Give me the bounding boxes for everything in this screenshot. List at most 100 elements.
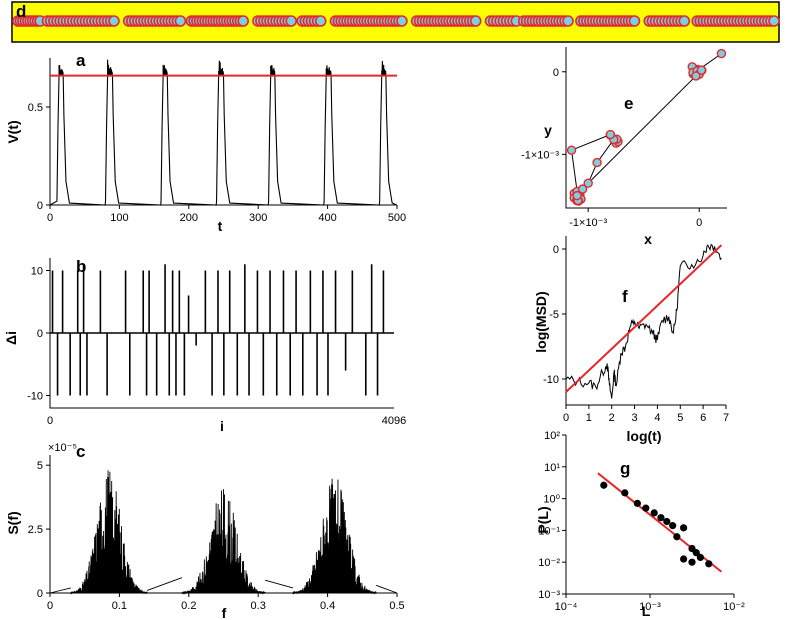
a-x-tick-label: 100 xyxy=(110,212,128,224)
g-point xyxy=(673,533,681,541)
f-x-tick-label: 3 xyxy=(632,412,638,424)
g-y-tick-label: 10⁰ xyxy=(543,494,560,506)
banner-dot xyxy=(562,15,574,27)
e-point xyxy=(583,178,593,188)
f-x-tick-label: 0 xyxy=(563,412,569,424)
g-point xyxy=(657,514,665,522)
c-x-tick-label: 0.1 xyxy=(112,600,127,612)
b-y-label: Δi xyxy=(3,331,19,345)
c-y-tick-label: 5 xyxy=(37,460,43,472)
f-x-tick-label: 4 xyxy=(654,412,660,424)
c-x-tick-label: 0.4 xyxy=(320,600,335,612)
banner-dot xyxy=(678,15,691,27)
b-y-tick-label: -10 xyxy=(27,391,43,403)
e-y-tick-label: -1×10⁻³ xyxy=(521,149,559,161)
e-point xyxy=(716,48,727,59)
c-spectrum-lobe xyxy=(292,478,377,595)
banner-dot xyxy=(768,15,780,27)
panel-label-f: f xyxy=(622,287,628,306)
b-y-tick-label: 0 xyxy=(37,328,43,340)
c-y-label: S(f) xyxy=(5,511,21,534)
panel-b: 10 0 -10 0 4096 b i Δi xyxy=(3,257,406,434)
e-point xyxy=(696,65,707,75)
e-x-label: x xyxy=(644,231,652,247)
e-x-tick-label: 0 xyxy=(696,217,702,229)
a-x-label: t xyxy=(218,218,223,234)
f-x-tick-label: 1 xyxy=(586,412,592,424)
g-point xyxy=(669,522,677,530)
banner-dot xyxy=(396,15,408,27)
f-x-tick-label: 7 xyxy=(723,412,729,424)
g-point xyxy=(663,517,671,526)
banner-dots xyxy=(12,15,780,27)
e-point xyxy=(566,145,577,155)
banner-dot xyxy=(285,15,297,27)
panel-f: 0 1 2 3 4 5 6 7 0 -5 -10 f log(t) log(MSD) xyxy=(533,236,729,444)
a-x-tick-label: 200 xyxy=(180,212,198,224)
g-point xyxy=(680,555,688,563)
f-y-label: log(MSD) xyxy=(533,291,549,352)
g-point xyxy=(692,549,700,557)
banner-dot xyxy=(237,15,249,27)
g-y-label: P(L) xyxy=(535,506,551,533)
e-plot-area: -1×10⁻³ 0 0 -1×10⁻³ xyxy=(521,47,727,229)
b-y-tick-label: 10 xyxy=(31,266,43,278)
panel-label-c: c xyxy=(76,442,85,461)
banner-dot xyxy=(469,15,482,27)
panel-c: 0 0.1 0.2 0.3 0.4 0.5 0 2.5 5 ×10⁻⁵ c f S(f) xyxy=(5,442,405,620)
g-point xyxy=(688,558,696,566)
banner-dot xyxy=(174,15,187,27)
a-y-tick-label: 0 xyxy=(37,200,43,212)
g-y-tick-label: 10⁻³ xyxy=(538,589,560,601)
c-spectrum-baseline xyxy=(49,577,398,594)
f-y-tick-label: 0 xyxy=(553,244,559,256)
f-fit-line xyxy=(565,244,723,393)
f-y-tick-label: -10 xyxy=(543,374,559,386)
e-point xyxy=(592,157,602,168)
panel-label-g: g xyxy=(620,459,630,478)
g-x-tick-label: 10⁻² xyxy=(723,601,745,613)
g-y-tick-label: 10⁻² xyxy=(538,557,560,569)
f-plot-area: 0 1 2 3 4 5 6 7 0 -5 -10 xyxy=(543,236,729,424)
a-voltage-trace xyxy=(49,59,397,206)
c-x-tick-label: 0.5 xyxy=(389,600,404,612)
c-y-tick-label: 0 xyxy=(37,588,43,600)
panel-d: d xyxy=(11,1,780,43)
c-spectrum-lobe xyxy=(181,489,266,595)
g-y-tick-label: 10¹ xyxy=(544,462,560,474)
g-point xyxy=(680,524,688,532)
g-x-tick-label: 10⁻³ xyxy=(639,601,661,613)
e-y-label: y xyxy=(544,122,552,138)
e-y-tick-label: 0 xyxy=(553,67,559,79)
b-plot-area: 10 0 -10 0 4096 xyxy=(27,258,406,427)
panel-label-a: a xyxy=(76,51,86,70)
c-plot-area: 0 0.1 0.2 0.3 0.4 0.5 0 2.5 5 ×10⁻⁵ xyxy=(28,442,405,612)
a-x-tick-label: 400 xyxy=(318,212,336,224)
f-axes xyxy=(565,236,726,406)
c-spectrum-lobe xyxy=(70,470,148,595)
panel-label-b: b xyxy=(76,257,86,276)
b-x-tick-label: 4096 xyxy=(382,415,406,427)
e-x-tick-label: -1×10⁻³ xyxy=(569,217,607,229)
f-x-label: log(t) xyxy=(627,428,662,444)
panel-a: 0 100 200 300 400 500 0 0.5 a t V(t) xyxy=(5,51,406,234)
e-axes xyxy=(565,47,727,209)
f-x-tick-label: 2 xyxy=(609,412,615,424)
a-x-tick-label: 500 xyxy=(388,212,406,224)
g-point xyxy=(705,560,713,568)
g-x-tick-label: 10⁻⁴ xyxy=(555,601,578,613)
e-point xyxy=(605,129,616,140)
banner-dot xyxy=(628,15,641,27)
f-x-tick-label: 5 xyxy=(677,412,683,424)
g-x-label: L xyxy=(642,603,651,619)
g-point xyxy=(650,509,658,517)
panel-label-e: e xyxy=(624,94,633,113)
a-x-tick-label: 0 xyxy=(47,212,53,224)
b-x-tick-label: 0 xyxy=(47,415,53,427)
e-point xyxy=(691,71,701,81)
g-y-tick-label: 10⁻¹ xyxy=(538,525,560,537)
f-x-tick-label: 6 xyxy=(700,412,706,424)
